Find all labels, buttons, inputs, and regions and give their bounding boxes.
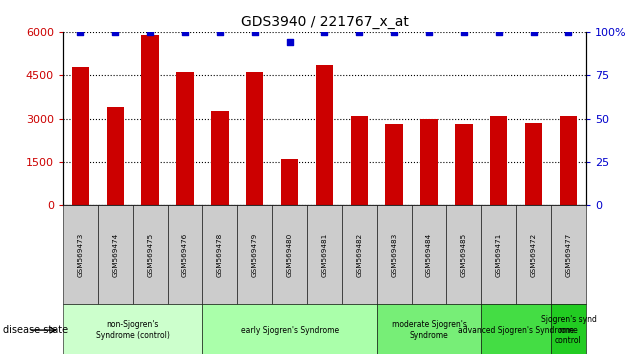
Text: GSM569485: GSM569485: [461, 233, 467, 277]
Point: [249, 29, 260, 35]
Point: [459, 29, 469, 35]
Text: GSM569483: GSM569483: [391, 233, 397, 277]
Text: early Sjogren's Syndrome: early Sjogren's Syndrome: [241, 326, 339, 335]
Text: moderate Sjogren's
Syndrome: moderate Sjogren's Syndrome: [392, 320, 466, 340]
Point: [110, 29, 120, 35]
Bar: [176, 72, 194, 205]
Point: [563, 29, 573, 35]
Bar: [72, 67, 89, 205]
Text: GSM569476: GSM569476: [182, 233, 188, 277]
Point: [145, 29, 155, 35]
Text: GSM569474: GSM569474: [112, 233, 118, 277]
Point: [215, 29, 225, 35]
Point: [494, 29, 504, 35]
Text: Sjogren's synd
rome
control: Sjogren's synd rome control: [541, 315, 597, 345]
Point: [285, 39, 295, 45]
Text: GSM569477: GSM569477: [566, 233, 571, 277]
Title: GDS3940 / 221767_x_at: GDS3940 / 221767_x_at: [241, 16, 408, 29]
Text: GSM569472: GSM569472: [530, 233, 537, 277]
Bar: [559, 116, 577, 205]
Bar: [246, 72, 263, 205]
Bar: [141, 35, 159, 205]
Point: [424, 29, 434, 35]
Bar: [525, 123, 542, 205]
Bar: [281, 159, 299, 205]
Text: GSM569482: GSM569482: [357, 233, 362, 277]
Bar: [490, 116, 508, 205]
Point: [76, 29, 86, 35]
Point: [389, 29, 399, 35]
Text: GSM569479: GSM569479: [252, 233, 258, 277]
Bar: [316, 65, 333, 205]
Text: GSM569471: GSM569471: [496, 233, 501, 277]
Text: non-Sjogren's
Syndrome (control): non-Sjogren's Syndrome (control): [96, 320, 169, 340]
Point: [529, 29, 539, 35]
Bar: [106, 107, 124, 205]
Text: advanced Sjogren's Syndrome: advanced Sjogren's Syndrome: [458, 326, 574, 335]
Point: [319, 29, 329, 35]
Text: GSM569484: GSM569484: [426, 233, 432, 277]
Bar: [350, 116, 368, 205]
Text: GSM569481: GSM569481: [321, 233, 328, 277]
Text: GSM569473: GSM569473: [77, 233, 83, 277]
Text: GSM569478: GSM569478: [217, 233, 223, 277]
Bar: [211, 112, 229, 205]
Bar: [455, 124, 472, 205]
Bar: [420, 119, 438, 205]
Point: [354, 29, 364, 35]
Text: GSM569480: GSM569480: [287, 233, 292, 277]
Point: [180, 29, 190, 35]
Text: GSM569475: GSM569475: [147, 233, 153, 277]
Bar: [386, 124, 403, 205]
Text: disease state: disease state: [3, 325, 68, 335]
